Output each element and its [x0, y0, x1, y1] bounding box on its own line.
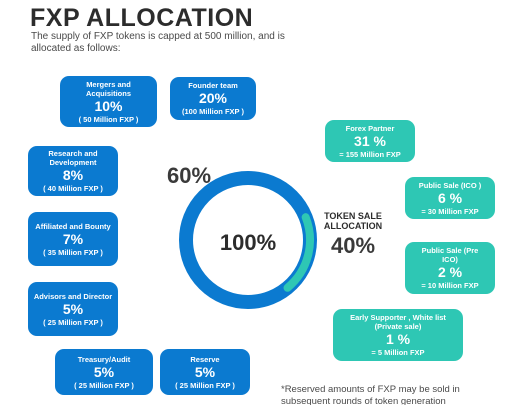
allocation-name: Treasury/Audit	[77, 354, 131, 364]
allocation-amount: = 10 Million FXP	[421, 281, 479, 290]
allocation-name: Early Supporter , White list (Private sa…	[350, 313, 446, 331]
allocation-name: Forex Partner	[345, 123, 395, 133]
allocation-percent: 31 %	[354, 132, 386, 149]
allocation-box-forex-partner: Forex Partner 31 % = 155 Million FXP	[325, 120, 415, 162]
allocation-box-research: Research and Development 8% ( 40 Million…	[28, 146, 118, 196]
allocation-percent: 10%	[94, 97, 123, 114]
ring-label-60: 60%	[167, 163, 212, 188]
allocation-percent: 5%	[194, 363, 216, 380]
allocation-amount: = 155 Million FXP	[339, 149, 401, 159]
ring-segment-40%	[283, 213, 314, 292]
allocation-name: Public Sale (Pre ICO)	[421, 246, 479, 264]
allocation-box-affiliated: Affiliated and Bounty 7% ( 35 Million FX…	[28, 212, 118, 266]
page-subtitle: The supply of FXP tokens is capped at 50…	[31, 31, 285, 54]
allocation-percent: 5%	[62, 300, 84, 317]
allocation-amount: ( 35 Million FXP )	[43, 247, 103, 257]
allocation-amount: ( 50 Million FXP )	[78, 114, 139, 124]
allocation-amount: ( 25 Million FXP )	[74, 380, 134, 390]
allocation-amount: ( 40 Million FXP )	[43, 184, 103, 193]
allocation-amount: (100 Million FXP )	[182, 107, 244, 116]
allocation-box-reserve: Reserve 5% ( 25 Million FXP )	[160, 349, 250, 395]
allocation-name: Reserve	[190, 354, 220, 364]
allocation-box-public-sale-pre-ico: Public Sale (Pre ICO) 2 % = 10 Million F…	[405, 242, 495, 294]
allocation-percent: 7%	[62, 230, 84, 247]
allocation-name: Affiliated and Bounty	[35, 221, 111, 231]
allocation-box-founder-team: Founder team 20% (100 Million FXP )	[170, 77, 256, 120]
footnote: *Reserved amounts of FXP may be sold in …	[281, 384, 460, 405]
ring-center-label: 100%	[219, 230, 277, 255]
allocation-box-treasury: Treasury/Audit 5% ( 25 Million FXP )	[55, 349, 153, 395]
allocation-amount: ( 25 Million FXP )	[175, 380, 235, 390]
allocation-box-advisors: Advisors and Director 5% ( 25 Million FX…	[28, 282, 118, 336]
allocation-percent: 2 %	[437, 264, 463, 280]
allocation-box-mergers: Mergers and Acquisitions 10% ( 50 Millio…	[60, 76, 157, 127]
allocation-name: Advisors and Director	[33, 291, 113, 301]
allocation-amount: = 30 Million FXP	[421, 206, 479, 216]
allocation-percent: 8%	[62, 167, 84, 183]
allocation-box-early-supporter: Early Supporter , White list (Private sa…	[333, 309, 463, 361]
allocation-name: Research and Development	[48, 149, 98, 167]
allocation-amount: ( 25 Million FXP )	[43, 317, 103, 327]
allocation-name: Mergers and Acquisitions	[85, 79, 131, 98]
page-title: FXP ALLOCATION	[30, 4, 254, 32]
allocation-box-public-sale-ico: Public Sale (ICO ) 6 % = 30 Million FXP	[405, 177, 495, 219]
allocation-name: Founder team	[188, 81, 238, 90]
allocation-name: Public Sale (ICO )	[418, 180, 482, 190]
allocation-percent: 1 %	[385, 331, 411, 347]
allocation-percent: 20%	[198, 90, 228, 106]
allocation-amount: = 5 Million FXP	[371, 348, 425, 357]
token-sale-caption: TOKEN SALE ALLOCATION	[323, 211, 383, 231]
allocation-percent: 5%	[93, 363, 115, 380]
ring-label-40: 40%	[331, 233, 376, 258]
allocation-ring-chart	[179, 171, 317, 309]
allocation-percent: 6 %	[437, 189, 463, 206]
